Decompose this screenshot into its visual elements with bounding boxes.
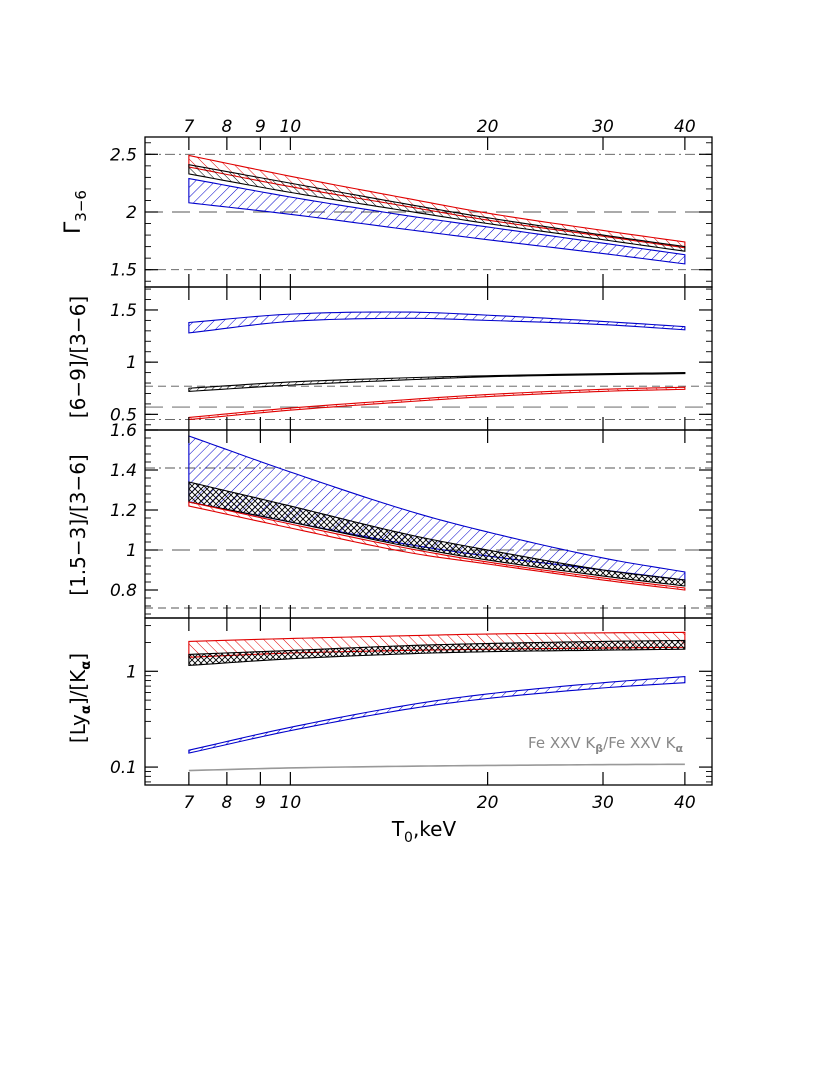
bottom-xtick-label-8: 8 xyxy=(221,793,232,813)
bottom-xtick-label-40: 40 xyxy=(674,793,696,813)
panel-1-band-black xyxy=(188,164,686,252)
top-x-tick-labels: 7 8 9 10 20 30 40 xyxy=(183,117,695,137)
y-axis-title-gamma-sub: 3−6 xyxy=(72,190,90,222)
panel-2-ytick-label-1: 1 xyxy=(126,353,137,373)
x-axis-title: T0,keV xyxy=(391,817,457,846)
bottom-xtick-label-20: 20 xyxy=(477,793,499,813)
top-xtick-label-8: 8 xyxy=(221,117,232,137)
y-axis-title-gamma: Γ3−6 xyxy=(61,190,90,234)
y-axis-title-lya-ka: [Lyα]/[Kα] xyxy=(66,653,94,743)
fe-xxv-sub-alpha: α xyxy=(675,742,683,755)
y-axis-title-lya-sub: α xyxy=(79,705,94,714)
panels: 1.522.50.511.50.811.21.41.60.11 xyxy=(110,136,713,786)
panel-4-ytick-label-1: 1 xyxy=(126,662,137,682)
top-xtick-label-7: 7 xyxy=(183,117,194,137)
panel-3-ytick-label-0: 0.8 xyxy=(110,581,137,601)
bottom-xtick-label-9: 9 xyxy=(255,793,266,813)
bottom-x-tick-labels: 7 8 9 10 20 30 40 xyxy=(183,793,695,813)
panel-3-band-black xyxy=(188,481,686,587)
panel-3-ytick-label-1: 1 xyxy=(126,541,137,561)
panel-1-ytick-label-2: 2.5 xyxy=(110,145,137,165)
panel-2-band-blue xyxy=(188,311,686,334)
top-xtick-label-20: 20 xyxy=(477,117,499,137)
panel-4-ytick-label-0: 0.1 xyxy=(110,758,137,778)
panel-2-ytick-label-0: 0.5 xyxy=(110,405,137,425)
panel-2-ytick-label-2: 1.5 xyxy=(110,301,137,321)
y-axis-title-hard-ratio: [6−9]/[3−6] xyxy=(66,296,90,418)
bottom-xtick-label-10: 10 xyxy=(280,793,302,813)
panel-1-ytick-label-0: 1.5 xyxy=(110,261,137,281)
panel-3-ytick-label-4: 1.6 xyxy=(110,421,137,441)
top-xtick-label-10: 10 xyxy=(280,117,302,137)
x-axis-title-unit: ,keV xyxy=(413,817,457,841)
bottom-xtick-label-7: 7 xyxy=(183,793,194,813)
panel-1-ytick-label-1: 2 xyxy=(126,203,137,223)
fe-xxv-ratio-label: Fe XXV Kβ/Fe XXV Kα xyxy=(528,734,683,755)
panel-3-band-red xyxy=(188,501,686,591)
fe-xxv-sub-beta: β xyxy=(595,742,603,755)
panel-4: 0.11 xyxy=(110,617,713,786)
panel-3-ytick-label-3: 1.4 xyxy=(110,461,137,481)
panel-4-band-blue xyxy=(188,676,686,754)
panel-2: 0.5 1 1.5 xyxy=(110,286,713,431)
x-axis-title-sub: 0 xyxy=(404,830,413,846)
top-xtick-label-30: 30 xyxy=(592,117,614,137)
panel-2-band-black xyxy=(188,372,686,392)
panel-2-band-red xyxy=(188,386,686,421)
bottom-xtick-label-30: 30 xyxy=(592,793,614,813)
panel-3: 0.8 1 1.2 1.4 1.6 xyxy=(110,421,713,619)
panel-1: 1.5 2 2.5 xyxy=(110,136,713,288)
panel-4-band-black xyxy=(188,639,686,667)
top-xtick-label-9: 9 xyxy=(255,117,266,137)
panel-4-frame xyxy=(144,617,713,786)
y-axis-title-ka-sub: α xyxy=(79,661,94,670)
panel-1-band-blue xyxy=(188,177,686,265)
top-xtick-label-40: 40 xyxy=(674,117,696,137)
y-axis-title-soft-ratio: [1.5−3]/[3−6] xyxy=(66,454,90,595)
panel-3-ytick-label-2: 1.2 xyxy=(110,501,137,521)
panel-4-line-gray xyxy=(188,763,685,772)
panel-2-frame xyxy=(144,286,713,431)
